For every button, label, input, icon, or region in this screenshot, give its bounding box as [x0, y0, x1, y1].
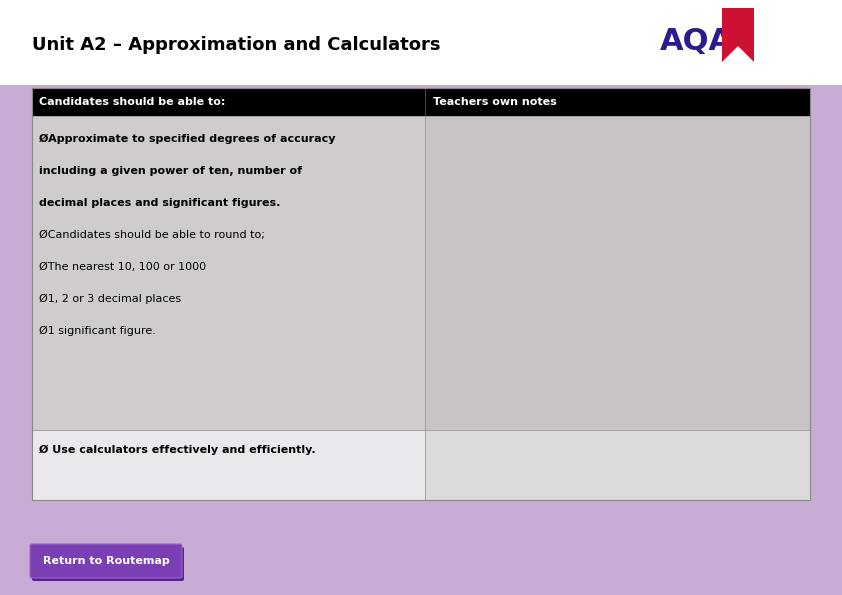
Bar [32, 88, 810, 500]
Bar [722, 8, 754, 63]
Text: Unit A2 – Approximation and Calculators: Unit A2 – Approximation and Calculators [32, 36, 440, 54]
Text: Ø1 significant figure.: Ø1 significant figure. [39, 326, 156, 336]
FancyBboxPatch shape [30, 544, 182, 578]
Text: Return to Routemap: Return to Routemap [43, 556, 169, 566]
Text: decimal places and significant figures.: decimal places and significant figures. [39, 198, 280, 208]
Text: Ø Use calculators effectively and efficiently.: Ø Use calculators effectively and effici… [39, 445, 316, 455]
Text: AQA: AQA [660, 27, 733, 57]
FancyBboxPatch shape [32, 547, 184, 581]
Bar [32, 116, 425, 430]
Text: ØCandidates should be able to round to;: ØCandidates should be able to round to; [39, 230, 265, 240]
Bar [425, 116, 810, 430]
Bar [425, 430, 810, 500]
Text: ØApproximate to specified degrees of accuracy: ØApproximate to specified degrees of acc… [39, 134, 335, 144]
Bar [32, 88, 810, 116]
Text: including a given power of ten, number of: including a given power of ten, number o… [39, 166, 302, 176]
Bar [32, 430, 425, 500]
Text: Ø1, 2 or 3 decimal places: Ø1, 2 or 3 decimal places [39, 294, 181, 304]
Polygon shape [722, 47, 754, 63]
Text: ØThe nearest 10, 100 or 1000: ØThe nearest 10, 100 or 1000 [39, 262, 206, 272]
Bar [0, 0, 842, 85]
Text: Teachers own notes: Teachers own notes [433, 97, 557, 107]
Text: Candidates should be able to:: Candidates should be able to: [39, 97, 226, 107]
